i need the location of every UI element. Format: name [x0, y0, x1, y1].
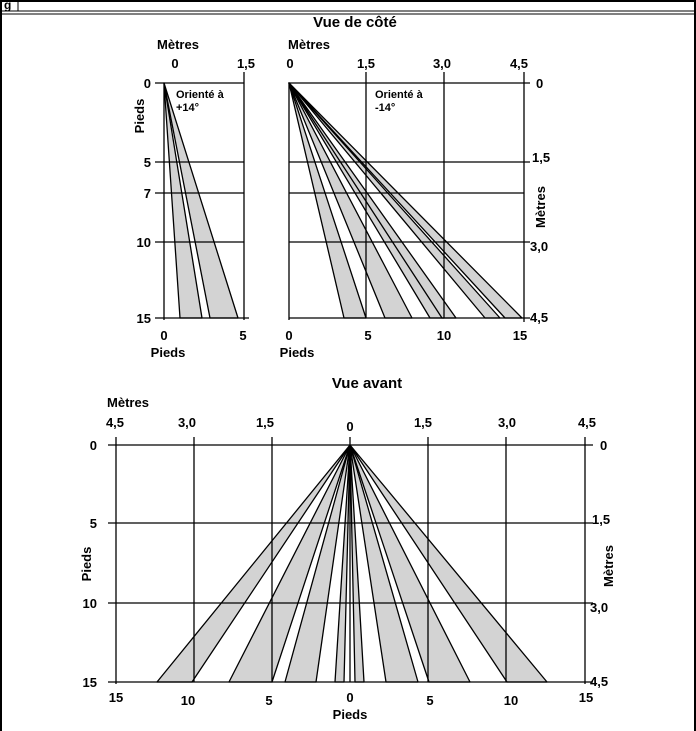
- bottom-tick: 15: [579, 690, 593, 705]
- beam: [289, 83, 366, 318]
- left-tick: 5: [144, 155, 151, 170]
- top-unit-label: Mètres: [157, 37, 199, 52]
- top-tick: 4,5: [106, 415, 124, 430]
- right-unit-label: Mètres: [533, 186, 548, 228]
- orientation-angle: +14°: [176, 102, 199, 114]
- right-tick: 4,5: [590, 674, 608, 689]
- front-beams: [157, 445, 547, 682]
- side-right-panel: Mètres 0 1,5 3,0 4,5 0 1,5 3,0 4,5 Mètre…: [280, 37, 550, 360]
- front-top-unit-label: Mètres: [107, 395, 149, 410]
- orientation-label: Orienté à: [375, 89, 424, 101]
- left-unit-label: Pieds: [132, 99, 147, 134]
- right-unit-label: Mètres: [601, 545, 616, 587]
- left-tick: 15: [137, 311, 151, 326]
- bottom-unit-label: Pieds: [280, 345, 315, 360]
- right-tick: 3,0: [590, 600, 608, 615]
- top-tick: 1,5: [237, 56, 255, 71]
- top-tick: 1,5: [414, 415, 432, 430]
- bottom-tick: 5: [364, 328, 371, 343]
- right-tick: 3,0: [530, 239, 548, 254]
- bottom-tick: 0: [346, 690, 353, 705]
- left-tick: 10: [83, 596, 97, 611]
- top-tick: 3,0: [498, 415, 516, 430]
- top-tick: 3,0: [433, 56, 451, 71]
- header-fragment: g: [4, 0, 11, 12]
- orientation-angle: -14°: [375, 102, 395, 114]
- top-tick: 0: [346, 419, 353, 434]
- top-tick: 3,0: [178, 415, 196, 430]
- top-tick: 4,5: [578, 415, 596, 430]
- orientation-label: Orienté à: [176, 89, 225, 101]
- right-tick: 1,5: [592, 512, 610, 527]
- side-left-beams: [164, 83, 238, 318]
- bottom-tick: 0: [160, 328, 167, 343]
- top-tick: 4,5: [510, 56, 528, 71]
- bottom-tick: 15: [513, 328, 527, 343]
- side-view-title: Vue de côté: [313, 14, 397, 31]
- front-grid: [108, 437, 593, 684]
- bottom-tick: 0: [285, 328, 292, 343]
- bottom-tick: 5: [265, 693, 272, 708]
- front-view-title: Vue avant: [332, 375, 402, 392]
- right-tick: 0: [536, 76, 543, 91]
- left-tick: 15: [83, 675, 97, 690]
- side-right-beams: [289, 83, 522, 318]
- right-tick: 1,5: [532, 150, 550, 165]
- bottom-tick: 5: [239, 328, 246, 343]
- top-tick: 1,5: [256, 415, 274, 430]
- bottom-tick: 10: [504, 693, 518, 708]
- left-unit-label: Pieds: [79, 547, 94, 582]
- left-tick: 5: [90, 516, 97, 531]
- top-tick: 0: [171, 56, 178, 71]
- bottom-tick: 5: [426, 693, 433, 708]
- bottom-unit-label: Pieds: [151, 345, 186, 360]
- left-tick: 10: [137, 235, 151, 250]
- top-tick: 0: [286, 56, 293, 71]
- left-tick: 7: [144, 186, 151, 201]
- bottom-unit-label: Pieds: [333, 707, 368, 722]
- side-left-panel: Mètres 0 1,5 0 5 7 10 15 Pieds 0 5 Pieds…: [132, 37, 255, 360]
- right-tick: 0: [600, 438, 607, 453]
- bottom-tick: 10: [181, 693, 195, 708]
- bottom-tick: 10: [437, 328, 451, 343]
- right-tick: 4,5: [530, 310, 548, 325]
- left-tick: 0: [144, 76, 151, 91]
- top-tick: 1,5: [357, 56, 375, 71]
- left-tick: 0: [90, 438, 97, 453]
- bottom-tick: 15: [109, 690, 123, 705]
- front-view-panel: 4,5 3,0 1,5 0 1,5 3,0 4,5 0 5 10 15 Pied…: [79, 415, 616, 722]
- top-unit-label: Mètres: [288, 37, 330, 52]
